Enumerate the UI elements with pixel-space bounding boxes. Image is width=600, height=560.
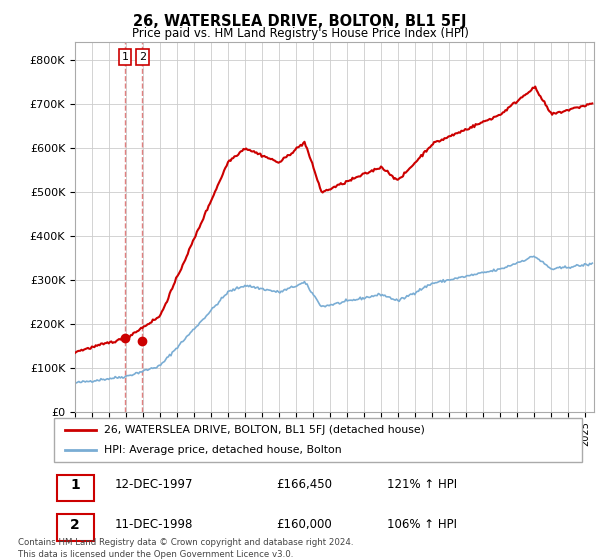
Text: 106% ↑ HPI: 106% ↑ HPI (386, 519, 457, 531)
Text: Contains HM Land Registry data © Crown copyright and database right 2024.
This d: Contains HM Land Registry data © Crown c… (18, 538, 353, 559)
Text: 2: 2 (70, 518, 80, 532)
Text: 2: 2 (139, 52, 146, 62)
FancyBboxPatch shape (56, 474, 94, 501)
Text: 26, WATERSLEA DRIVE, BOLTON, BL1 5FJ: 26, WATERSLEA DRIVE, BOLTON, BL1 5FJ (133, 14, 467, 29)
Text: Price paid vs. HM Land Registry's House Price Index (HPI): Price paid vs. HM Land Registry's House … (131, 27, 469, 40)
Text: £166,450: £166,450 (276, 478, 332, 492)
Text: HPI: Average price, detached house, Bolton: HPI: Average price, detached house, Bolt… (104, 445, 342, 455)
Text: 26, WATERSLEA DRIVE, BOLTON, BL1 5FJ (detached house): 26, WATERSLEA DRIVE, BOLTON, BL1 5FJ (de… (104, 425, 425, 435)
Text: 11-DEC-1998: 11-DEC-1998 (115, 519, 193, 531)
FancyBboxPatch shape (56, 515, 94, 540)
Text: 1: 1 (70, 478, 80, 492)
Text: £160,000: £160,000 (276, 519, 332, 531)
Text: 12-DEC-1997: 12-DEC-1997 (115, 478, 193, 492)
Text: 1: 1 (122, 52, 128, 62)
FancyBboxPatch shape (54, 418, 582, 462)
Text: 121% ↑ HPI: 121% ↑ HPI (386, 478, 457, 492)
